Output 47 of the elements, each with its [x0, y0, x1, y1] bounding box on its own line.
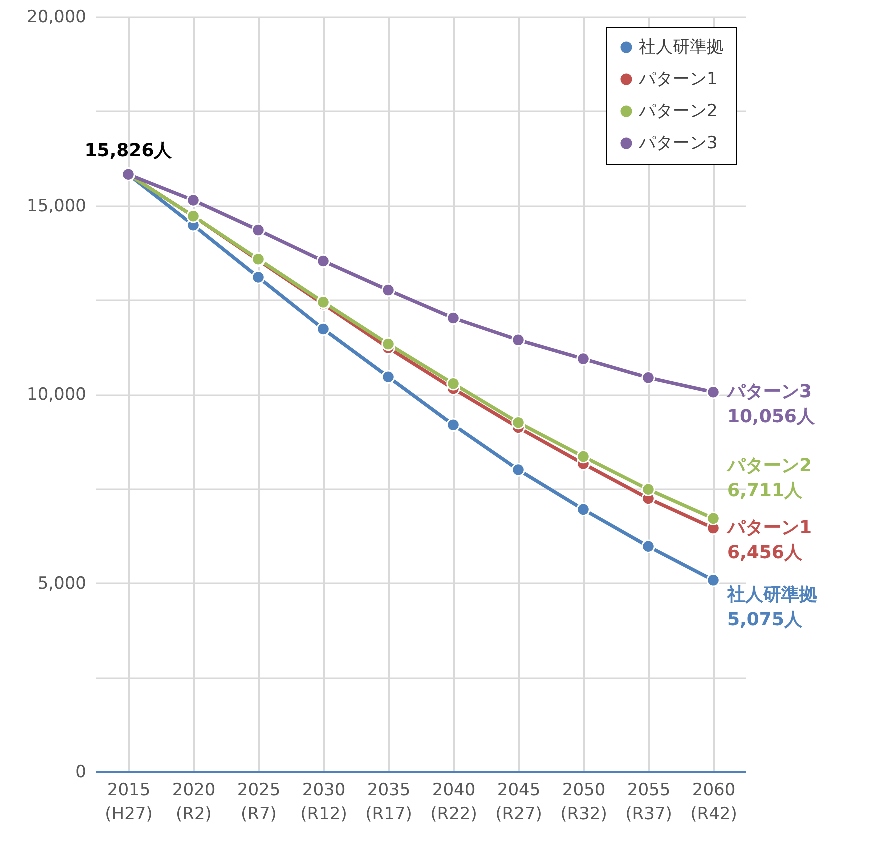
point — [642, 482, 656, 496]
x-tick-label: 2020 (R2) — [172, 780, 216, 824]
point — [446, 418, 460, 432]
point — [512, 463, 526, 477]
x-tick-label: 2060 (R42) — [690, 780, 738, 824]
x-tick-label: 2045 (R27) — [496, 780, 542, 824]
point — [512, 416, 526, 430]
annotation: パターン3 10,056人 — [726, 381, 816, 428]
point — [316, 254, 330, 268]
legend-label: 社人研準拠 — [639, 38, 724, 58]
x-tick-label: 2040 (R22) — [430, 780, 478, 824]
point — [576, 450, 590, 464]
point — [706, 386, 720, 400]
point — [512, 333, 526, 347]
annotation: パターン1 6,456人 — [726, 517, 812, 564]
y-tick-label: 20,000 — [27, 8, 86, 28]
point — [252, 270, 266, 284]
x-tick-label: 2030 (R12) — [300, 780, 348, 824]
point — [382, 337, 396, 352]
point — [252, 223, 266, 238]
y-tick-label: 10,000 — [27, 385, 86, 405]
annotation: 社人研準拠 5,075人 — [726, 584, 818, 630]
point — [706, 512, 720, 526]
x-tick-label: 2035 (R17) — [366, 780, 412, 824]
x-tick-label: 2015 (H27) — [105, 780, 153, 824]
point — [576, 352, 590, 366]
legend-label: パターン1 — [638, 70, 718, 90]
x-tick-label: 2050 (R32) — [560, 780, 608, 824]
point — [642, 371, 656, 385]
annotation: パターン2 6,711人 — [726, 455, 812, 502]
legend-label: パターン2 — [638, 102, 718, 122]
point — [706, 574, 720, 588]
y-tick-label: 15,000 — [27, 196, 86, 216]
y-tick-label: 5,000 — [38, 574, 86, 594]
point — [642, 540, 656, 554]
legend-label: パターン3 — [638, 134, 718, 154]
point — [316, 322, 330, 336]
point — [576, 502, 590, 516]
point — [382, 283, 396, 298]
point — [446, 311, 460, 326]
x-tick-label: 2055 (R37) — [626, 780, 672, 824]
y-tick-label: 0 — [76, 762, 86, 782]
point — [382, 370, 396, 384]
point — [186, 194, 200, 208]
point — [446, 377, 460, 391]
x-tick-label: 2025 (R7) — [237, 780, 281, 824]
annotation: 15,826人 — [84, 140, 174, 162]
